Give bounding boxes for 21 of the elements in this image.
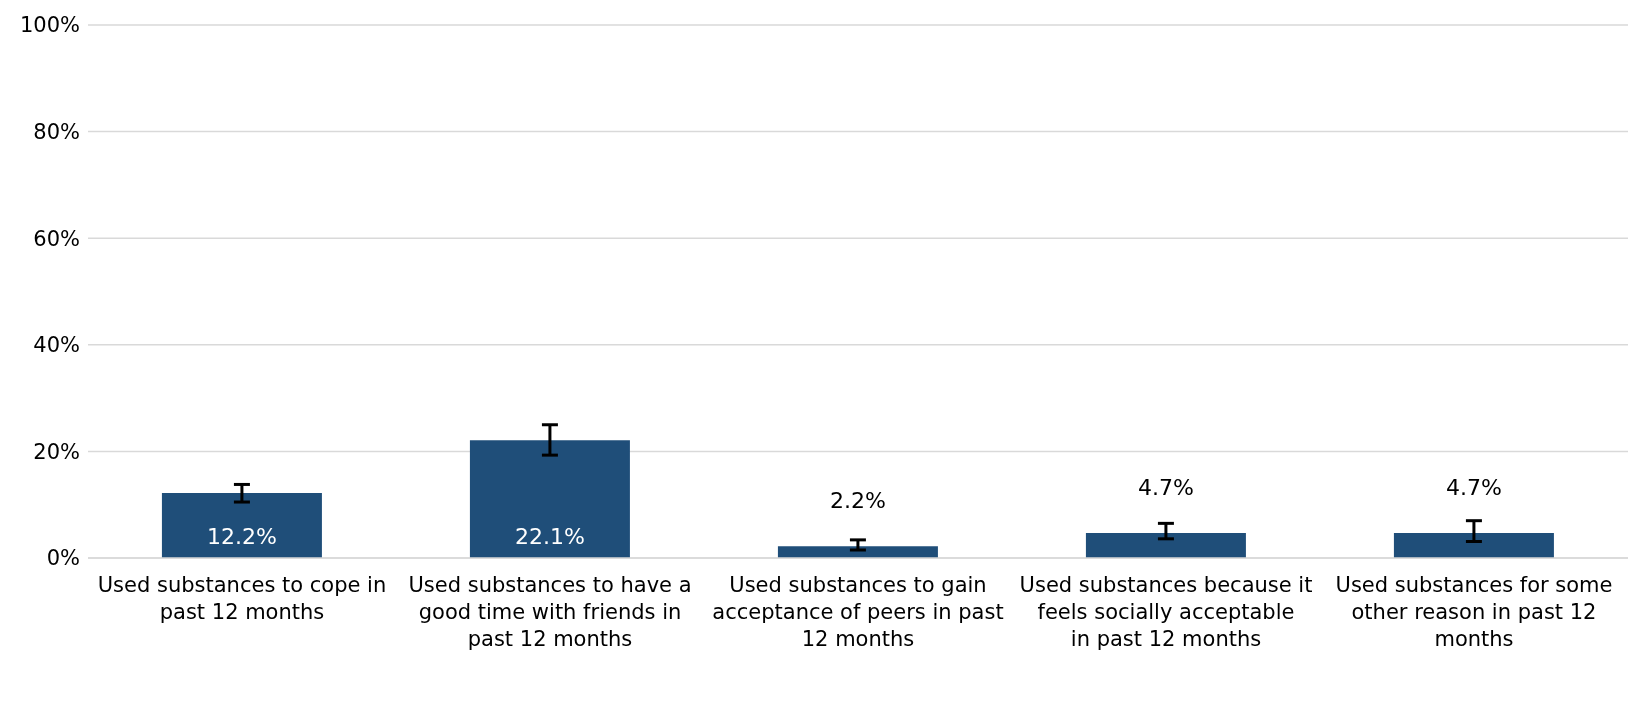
data-label: 2.2%	[829, 488, 886, 514]
bar	[1393, 532, 1554, 558]
bar	[777, 546, 938, 558]
data-label: 12.2%	[206, 524, 277, 549]
y-tick-label: 40%	[33, 333, 80, 358]
x-tick-label: Used substances because it feels socially acceptable in past 12 months	[1019, 573, 1313, 651]
bar	[469, 440, 630, 558]
x-tick-label: Used substances to gain acceptance of peers in past 12 months	[712, 573, 1004, 651]
x-tick-label: Used substances to cope in past 12 months	[97, 573, 387, 624]
x-tick-label: Used substances for some other reason in past 12 months	[1335, 573, 1613, 651]
bar	[161, 492, 322, 558]
data-label: 22.1%	[514, 524, 585, 549]
data-label: 4.7%	[1137, 474, 1194, 500]
x-tick-label: Used substances to have a good time with friends in past 12 months	[408, 573, 692, 651]
y-tick-label: 60%	[33, 226, 80, 251]
y-tick-label: 80%	[33, 120, 80, 145]
bar	[1085, 532, 1246, 558]
data-label: 4.7%	[1445, 474, 1502, 500]
y-tick-label: 0%	[46, 546, 80, 571]
y-tick-label: 20%	[33, 439, 80, 464]
y-tick-label: 100%	[19, 13, 80, 38]
